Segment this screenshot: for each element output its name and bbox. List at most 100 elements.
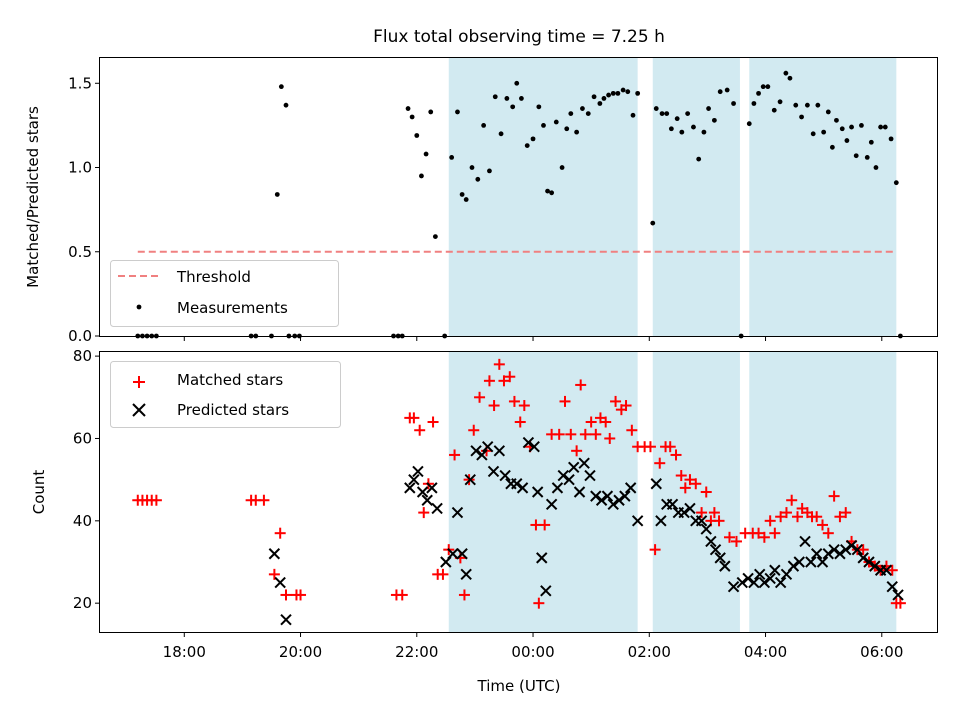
measurement-point — [559, 165, 565, 170]
predicted-star-point — [754, 568, 766, 581]
measurement-point — [455, 109, 460, 115]
predicted-star-point — [736, 576, 748, 589]
y-tick-label: 0.0 — [68, 327, 92, 345]
measurement-point — [409, 114, 415, 120]
matched-star-point — [553, 428, 565, 440]
matched-star-point — [834, 511, 846, 523]
x-tick-label: 06:00 — [860, 643, 903, 661]
predicted-star-point — [607, 498, 619, 511]
measurement-point — [504, 96, 510, 101]
predicted-star-point — [412, 465, 424, 478]
measurement-point — [449, 155, 455, 160]
predicted-star-point — [481, 440, 494, 453]
matched-star-point — [504, 371, 516, 383]
matched-star-point — [590, 428, 602, 440]
matched-star-point — [644, 441, 656, 453]
predicted-star-point — [828, 543, 840, 556]
measurement-point — [679, 129, 685, 135]
matched-star-point — [894, 597, 906, 609]
measurement-point — [849, 124, 854, 130]
measurement-point — [498, 131, 504, 137]
measurement-point — [701, 129, 707, 135]
matched-star-point — [758, 531, 770, 543]
chart-title: Flux total observing time = 7.25 h — [373, 27, 665, 47]
predicted-star-point — [595, 494, 608, 506]
predicted-star-point — [705, 535, 717, 548]
matched-star-point — [816, 519, 828, 531]
predicted-star-point — [431, 502, 443, 515]
count-y-ticks: 20 40 60 80 — [73, 347, 100, 612]
ratio-plot: 0.0 0.5 1.0 1.5 Matched/Predicted stars Thr… — [24, 57, 938, 345]
measurement-point — [553, 119, 559, 125]
measurement-point — [615, 90, 621, 96]
measurement-point — [564, 126, 570, 132]
measurement-point — [844, 138, 850, 143]
predicted-star-point — [845, 539, 858, 552]
matched-star-point — [696, 507, 708, 519]
predicted-star-point — [719, 560, 731, 572]
measurement-point — [514, 80, 520, 86]
matched-star-point — [579, 428, 591, 440]
matched-star-point — [408, 412, 420, 424]
measurement-point — [793, 102, 799, 108]
matched-star-point — [723, 531, 735, 543]
measurement-point — [530, 136, 536, 142]
matched-star-point — [670, 449, 682, 461]
count-y-label: Count — [30, 470, 48, 515]
predicted-star-point — [540, 585, 552, 597]
predicted-star-point — [557, 469, 569, 482]
matched-star-point — [585, 416, 597, 428]
predicted-star-point — [601, 490, 614, 502]
matched-star-point — [730, 535, 742, 547]
predicted-stars-series — [268, 436, 904, 626]
matched-star-point — [679, 482, 691, 494]
predicted-star-point — [280, 613, 292, 626]
measurement-point — [771, 107, 777, 113]
predicted-star-point — [464, 473, 476, 486]
predicted-star-point — [408, 473, 420, 486]
matched-star-point — [664, 441, 676, 453]
matched-star-point — [533, 597, 545, 609]
predicted-star-point — [805, 556, 817, 568]
measurement-point — [839, 126, 845, 132]
matched-star-point — [483, 375, 495, 387]
ratio-legend: Threshold Measurements — [110, 260, 339, 327]
measurement-point — [859, 122, 864, 128]
measurement-point — [674, 116, 680, 122]
matched-star-point — [518, 400, 530, 412]
count-plot-frame — [99, 351, 938, 633]
matched-star-point — [600, 416, 612, 428]
measurement-point — [810, 131, 816, 137]
matched-star-point — [274, 527, 286, 539]
measurement-point — [777, 99, 783, 105]
matched-star-point — [886, 564, 898, 576]
measurement-point — [549, 190, 555, 196]
measurement-point — [481, 122, 487, 128]
matched-star-point — [571, 445, 583, 457]
observing-window-3 — [749, 58, 897, 336]
measurement-point — [751, 101, 757, 106]
matched-star-point — [649, 544, 661, 556]
measurement-point — [510, 104, 516, 110]
measurement-point — [893, 180, 899, 186]
measurement-point — [696, 156, 702, 162]
predicted-star-point — [613, 494, 625, 506]
predicted-star-point — [624, 482, 637, 494]
predicted-star-point — [764, 572, 776, 585]
matched-star-point — [857, 544, 869, 556]
matched-star-point — [769, 527, 781, 539]
measurement-point — [432, 234, 438, 239]
predicted-star-point — [568, 461, 580, 474]
measurement-point — [659, 111, 665, 116]
predicted-star-point — [684, 502, 696, 515]
predicted-star-point — [758, 576, 771, 589]
measurement-point — [459, 192, 465, 197]
predicted-star-point — [822, 548, 835, 560]
count-x-ticks: 18:00 20:00 22:00 00:00 02:00 04:00 06:00 — [163, 632, 903, 661]
matched-star-point — [708, 507, 720, 519]
measurement-point — [668, 126, 674, 132]
predicted-star-point — [650, 478, 662, 490]
measurement-point — [783, 70, 789, 76]
measurement-point — [545, 188, 550, 194]
matched-star-point — [514, 416, 526, 428]
